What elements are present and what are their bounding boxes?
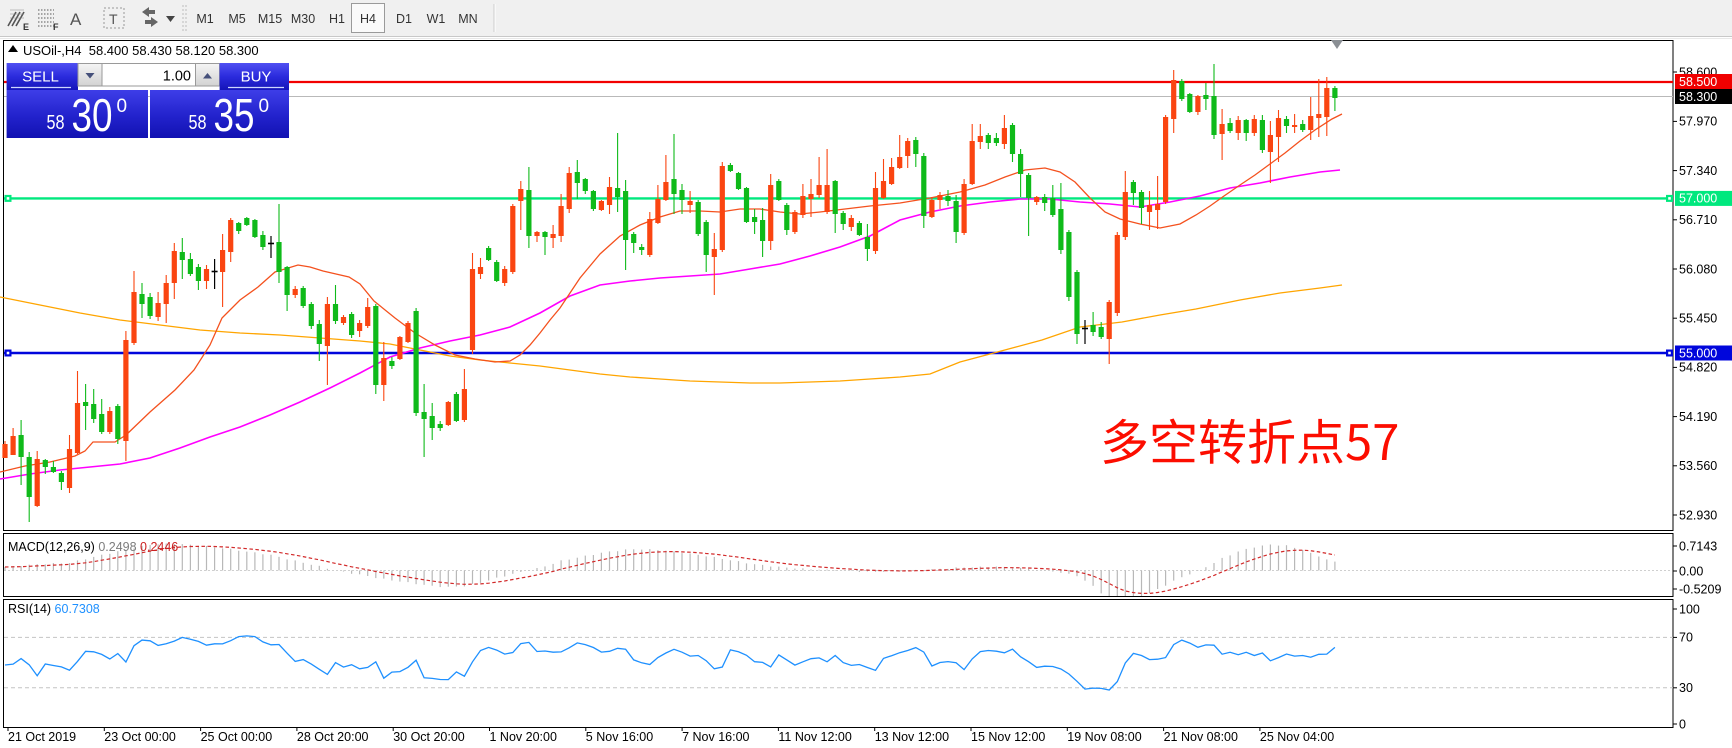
svg-text:0: 0 (1679, 717, 1686, 731)
svg-text:SELL: SELL (22, 69, 59, 86)
svg-text:57.340: 57.340 (1679, 164, 1717, 178)
svg-text:25 Oct 00:00: 25 Oct 00:00 (201, 730, 273, 744)
svg-text:55.450: 55.450 (1679, 312, 1717, 326)
svg-text:54.190: 54.190 (1679, 410, 1717, 424)
svg-text:58.300: 58.300 (1679, 90, 1717, 104)
svg-text:A: A (70, 10, 82, 29)
svg-text:57.000: 57.000 (1679, 192, 1717, 206)
svg-text:57.970: 57.970 (1679, 115, 1717, 129)
svg-text:H4: H4 (360, 12, 376, 26)
svg-text:30 Oct 20:00: 30 Oct 20:00 (393, 730, 465, 744)
svg-text:1 Nov 20:00: 1 Nov 20:00 (490, 730, 557, 744)
svg-text:52.930: 52.930 (1679, 508, 1717, 522)
svg-text:23 Oct 00:00: 23 Oct 00:00 (104, 730, 176, 744)
svg-text:58: 58 (47, 112, 65, 134)
svg-text:USOil-,H4 58.400 58.430 58.12: USOil-,H4 58.400 58.430 58.120 58.300 (23, 43, 259, 58)
svg-text:56.710: 56.710 (1679, 213, 1717, 227)
svg-text:E: E (23, 22, 29, 32)
svg-text:35: 35 (214, 89, 255, 141)
svg-text:0.00: 0.00 (1679, 564, 1703, 578)
svg-text:MN: MN (458, 12, 477, 26)
svg-text:-0.5209: -0.5209 (1679, 582, 1721, 596)
svg-text:21 Oct 2019: 21 Oct 2019 (8, 730, 76, 744)
svg-text:30: 30 (1679, 681, 1693, 695)
svg-text:W1: W1 (427, 12, 446, 26)
svg-text:1.00: 1.00 (163, 69, 191, 85)
svg-text:55.000: 55.000 (1679, 346, 1717, 360)
svg-text:15 Nov 12:00: 15 Nov 12:00 (971, 730, 1045, 744)
svg-text:M30: M30 (291, 12, 315, 26)
svg-text:M5: M5 (228, 12, 245, 26)
svg-text:H1: H1 (329, 12, 345, 26)
svg-text:M1: M1 (196, 12, 213, 26)
svg-text:56.080: 56.080 (1679, 262, 1717, 276)
svg-text:T: T (109, 11, 118, 27)
svg-text:5 Nov 16:00: 5 Nov 16:00 (586, 730, 653, 744)
svg-text:21 Nov 08:00: 21 Nov 08:00 (1164, 730, 1238, 744)
svg-text:0.7143: 0.7143 (1679, 539, 1717, 553)
svg-text:58.500: 58.500 (1679, 75, 1717, 89)
svg-text:28 Oct 20:00: 28 Oct 20:00 (297, 730, 369, 744)
svg-text:0: 0 (259, 96, 270, 117)
svg-text:19 Nov 08:00: 19 Nov 08:00 (1067, 730, 1141, 744)
svg-text:11 Nov 12:00: 11 Nov 12:00 (778, 730, 851, 744)
svg-text:30: 30 (72, 89, 113, 141)
svg-text:F: F (53, 22, 59, 32)
svg-text:54.820: 54.820 (1679, 361, 1717, 375)
svg-text:M15: M15 (258, 12, 282, 26)
svg-text:7 Nov 16:00: 7 Nov 16:00 (682, 730, 749, 744)
svg-text:70: 70 (1679, 631, 1693, 645)
svg-text:RSI(14) 60.7308: RSI(14) 60.7308 (8, 602, 100, 616)
svg-text:58: 58 (189, 112, 207, 134)
svg-text:0: 0 (117, 96, 128, 117)
svg-text:BUY: BUY (241, 69, 272, 86)
svg-text:D1: D1 (396, 12, 412, 26)
svg-text:13 Nov 12:00: 13 Nov 12:00 (875, 730, 949, 744)
svg-text:53.560: 53.560 (1679, 459, 1717, 473)
svg-text:MACD(12,26,9) 0.2498 0.2446: MACD(12,26,9) 0.2498 0.2446 (8, 540, 178, 554)
svg-text:100: 100 (1679, 602, 1700, 616)
svg-text:25 Nov 04:00: 25 Nov 04:00 (1260, 730, 1334, 744)
